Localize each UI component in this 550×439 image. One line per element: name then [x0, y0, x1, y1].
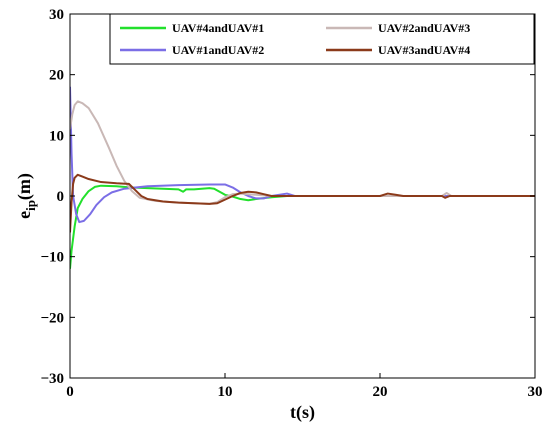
series-group	[70, 86, 535, 269]
series-line-1	[70, 184, 535, 269]
y-axis-label-unit: (m)	[14, 173, 35, 200]
legend-label-1: UAV#4andUAV#1	[172, 21, 264, 35]
x-tick-label: 10	[218, 384, 233, 400]
y-tick-label: 10	[49, 128, 64, 144]
x-axis-label: t(s)	[290, 402, 315, 423]
legend-label-2: UAV#1andUAV#2	[172, 43, 264, 57]
series-line-2	[70, 86, 535, 224]
series-line-4	[70, 173, 535, 233]
y-axis-label-sub: ip	[23, 200, 38, 211]
y-tick-label: −10	[40, 250, 64, 266]
y-tick-label: −20	[40, 310, 64, 326]
x-tick-label: 30	[528, 384, 543, 400]
y-tick-label: −30	[40, 371, 64, 387]
legend-box	[109, 13, 535, 65]
x-tick-label: 20	[373, 384, 388, 400]
y-tick-label: 30	[49, 7, 64, 23]
legend-label-4: UAV#3andUAV#4	[378, 43, 470, 57]
y-axis-label: eip(m)	[14, 173, 38, 219]
y-axis-label-main: e	[14, 211, 34, 219]
y-tick-label: 20	[49, 68, 64, 84]
legend-label-3: UAV#2andUAV#3	[378, 21, 470, 35]
x-tick-label: 0	[66, 384, 74, 400]
y-tick-label: 0	[57, 189, 65, 205]
